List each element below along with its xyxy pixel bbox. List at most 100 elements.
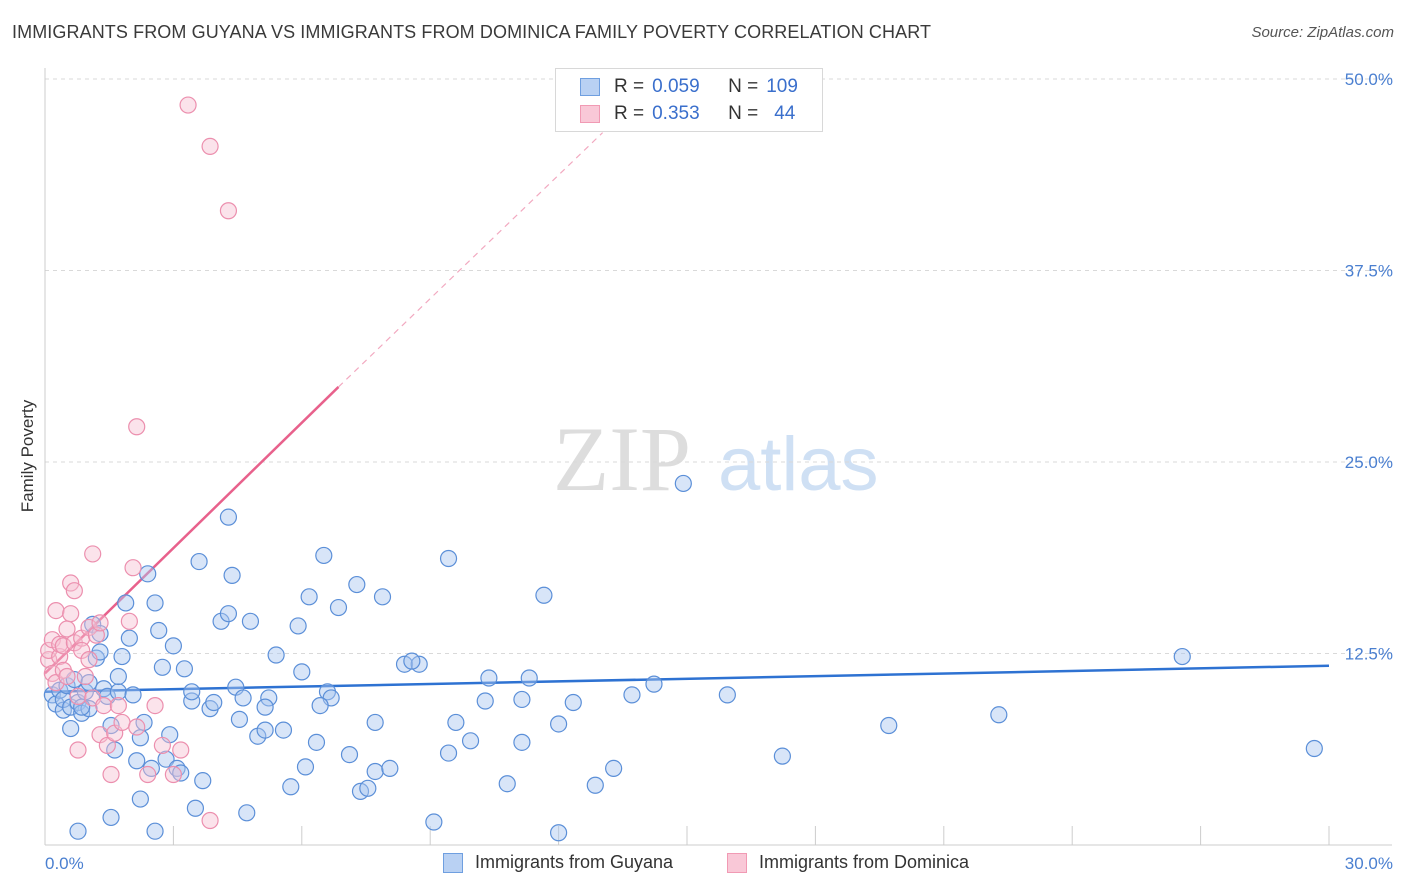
series-swatch-dominica (727, 852, 747, 873)
point-guyana (175, 660, 194, 678)
point-guyana (359, 779, 377, 797)
point-guyana (300, 588, 318, 606)
point-guyana (586, 776, 604, 794)
point-guyana (340, 746, 359, 764)
point-guyana (1305, 739, 1323, 758)
point-guyana (139, 565, 157, 583)
point-guyana (549, 824, 568, 842)
point-guyana (293, 663, 311, 681)
x-tick-label: 30.0% (1345, 854, 1393, 873)
watermark: ZIP atlas (553, 408, 879, 510)
point-dominica (102, 765, 120, 784)
point-guyana (183, 683, 201, 701)
series-legend: Immigrants from Guyana Immigrants from D… (0, 852, 1406, 878)
point-guyana (113, 647, 131, 666)
legend-r-label: R = (614, 103, 645, 124)
point-guyana (256, 698, 274, 716)
point-guyana (205, 693, 223, 712)
legend-r-label: R = (614, 76, 645, 97)
point-dominica (153, 736, 171, 755)
point-dominica (164, 765, 182, 784)
point-guyana (439, 549, 458, 568)
point-guyana (267, 646, 285, 664)
point-guyana (131, 790, 149, 808)
point-guyana (718, 686, 736, 704)
point-dominica (65, 582, 83, 600)
trend-line-guyana (44, 664, 1330, 694)
y-tick-label: 25.0% (1345, 453, 1393, 472)
point-dominica (91, 614, 109, 632)
point-dominica (69, 741, 87, 759)
series-legend-label: Immigrants from Dominica (759, 852, 970, 872)
point-dominica (113, 713, 131, 732)
y-tick-label: 50.0% (1345, 70, 1393, 89)
series-legend-label: Immigrants from Guyana (475, 852, 674, 872)
point-dominica (139, 765, 157, 784)
y-tick-label: 37.5% (1345, 262, 1393, 281)
legend-r-value: 0.059 (652, 76, 700, 97)
point-guyana (186, 799, 205, 817)
series-legend-guyana[interactable]: Immigrants from Guyana (443, 852, 673, 873)
point-dominica (201, 137, 219, 156)
point-guyana (403, 652, 421, 670)
point-dominica (51, 647, 69, 666)
point-guyana (157, 750, 175, 768)
x-tick-label: 0.0% (45, 854, 84, 873)
grid-lines (45, 78, 1392, 654)
point-guyana (241, 612, 260, 630)
point-guyana (153, 658, 171, 676)
point-guyana (146, 822, 164, 840)
point-guyana (230, 710, 249, 728)
tick-labels: 12.5% 25.0% 37.5% 50.0% 0.0% 30.0% (45, 70, 1393, 873)
point-guyana (120, 629, 138, 647)
point-guyana (296, 758, 315, 776)
point-dominica (54, 637, 72, 655)
point-dominica (47, 602, 65, 620)
point-dominica (62, 605, 80, 623)
point-dominica (40, 651, 58, 669)
point-guyana (69, 822, 87, 840)
source-label: Source: ZipAtlas.com (1251, 24, 1394, 41)
point-guyana (348, 575, 366, 594)
point-guyana (381, 759, 399, 778)
point-guyana (447, 713, 465, 732)
point-guyana (1173, 647, 1191, 666)
trend-lines (44, 132, 1330, 694)
point-guyana (425, 813, 443, 831)
point-guyana (480, 669, 498, 687)
point-guyana (238, 804, 256, 822)
point-guyana (260, 689, 278, 707)
point-guyana (194, 772, 212, 790)
trend-line-dominica (44, 386, 340, 675)
point-guyana (773, 747, 791, 765)
point-dominica (146, 696, 164, 715)
point-guyana (146, 594, 164, 612)
point-guyana (62, 719, 80, 738)
point-guyana (674, 474, 692, 493)
point-guyana (307, 733, 326, 751)
point-dominica (128, 418, 146, 436)
watermark-zip: ZIP (553, 408, 691, 510)
point-dominica (95, 696, 113, 715)
point-guyana (645, 675, 663, 693)
chart-title: IMMIGRANTS FROM GUYANA VS IMMIGRANTS FRO… (12, 22, 932, 42)
point-guyana (880, 716, 898, 735)
point-guyana (219, 508, 238, 526)
point-guyana (124, 686, 142, 704)
point-guyana (520, 669, 538, 687)
point-guyana (439, 744, 458, 762)
point-guyana (128, 752, 146, 770)
point-dominica (120, 612, 138, 630)
stats-legend: R = 0.059 N = 109 R = 0.353 N = 44 (555, 68, 823, 132)
point-guyana (311, 696, 329, 715)
point-guyana (282, 778, 300, 796)
point-guyana (190, 552, 208, 571)
point-guyana (164, 637, 182, 655)
point-guyana (234, 689, 252, 707)
point-guyana (219, 605, 238, 623)
point-guyana (535, 586, 553, 604)
series-legend-dominica[interactable]: Immigrants from Dominica (727, 852, 969, 873)
legend-r-value: 0.353 (652, 103, 700, 124)
point-guyana (513, 690, 531, 709)
